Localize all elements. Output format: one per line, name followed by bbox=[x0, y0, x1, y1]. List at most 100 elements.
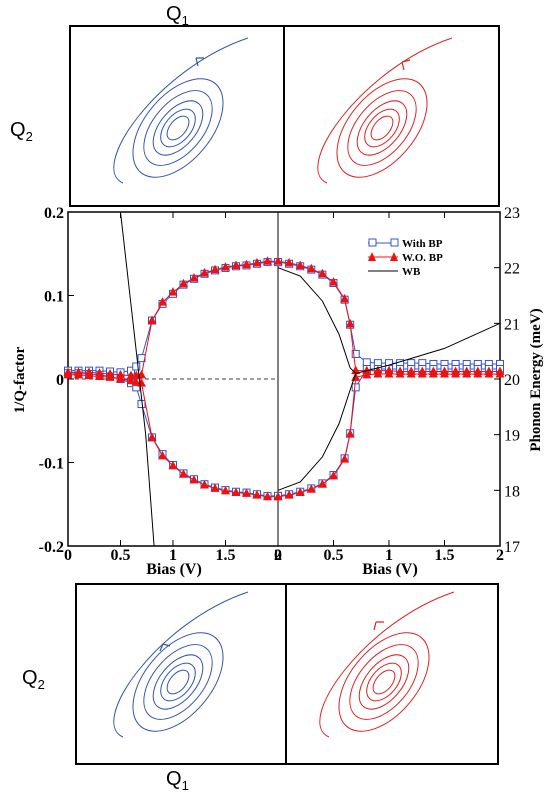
data-point-wo-bp bbox=[221, 262, 230, 271]
data-point-wo-bp bbox=[406, 368, 416, 378]
bottom-left-orbit bbox=[113, 591, 249, 738]
data-point-wo-bp bbox=[74, 369, 83, 379]
data-point-wo-bp bbox=[168, 287, 178, 296]
orbit-ring bbox=[152, 100, 204, 156]
series-line-withbp bbox=[68, 372, 278, 497]
data-point-wo-bp bbox=[473, 368, 483, 378]
data-point-wo-bp bbox=[495, 368, 505, 378]
left-x-tick-label: 0.5 bbox=[111, 547, 131, 564]
right-y-tick-label: 20 bbox=[504, 372, 520, 389]
top-phase-panels: Q1 Q2 bbox=[10, 3, 500, 207]
orbit-ring bbox=[358, 654, 410, 710]
orbit-arrow bbox=[159, 643, 171, 652]
data-point-wo-bp bbox=[329, 277, 338, 286]
wb-curve-right-upper bbox=[277, 267, 501, 374]
bottom-right-orbit bbox=[319, 591, 455, 738]
orbit-ring bbox=[356, 100, 408, 156]
orbit-ring bbox=[166, 669, 190, 695]
orbit-ring bbox=[160, 108, 196, 148]
orbit-ring bbox=[143, 644, 213, 720]
data-point-wo-bp bbox=[179, 469, 188, 478]
data-point-wo-bp bbox=[189, 475, 199, 484]
right-y-tick-label: 17 bbox=[504, 539, 520, 556]
series-line-wobp bbox=[68, 260, 278, 377]
left-x-tick-label: 1 bbox=[169, 547, 177, 564]
data-point-wo-bp bbox=[242, 488, 251, 497]
bottom-phase-panels: Q1 Q2 bbox=[22, 583, 499, 793]
data-point-wo-bp bbox=[168, 460, 178, 470]
data-point-wo-bp bbox=[395, 368, 405, 378]
data-point-wo-bp bbox=[63, 369, 73, 379]
data-point-wo-bp bbox=[273, 491, 283, 501]
orbit-ring bbox=[132, 78, 224, 178]
right-x-tick-label: 0 bbox=[274, 547, 282, 564]
data-point-wo-bp bbox=[284, 490, 294, 499]
left-x-tick-label: 2 bbox=[274, 547, 282, 564]
bottom-left-phase-frame bbox=[75, 583, 287, 765]
data-point-wo-bp bbox=[340, 293, 350, 303]
data-point-wo-bp bbox=[462, 368, 472, 378]
top-q1-axis-label: Q1 bbox=[166, 3, 189, 28]
left-y-tick-label: 0 bbox=[56, 372, 64, 389]
orbit-spiral-arm bbox=[113, 591, 249, 738]
data-point-wo-bp bbox=[384, 368, 394, 378]
data-point-with-bp bbox=[362, 358, 371, 367]
right-y-axis-title: Phonon Energy (meV) bbox=[528, 308, 544, 451]
data-point-wo-bp bbox=[147, 432, 157, 441]
wb-curve-left bbox=[120, 211, 155, 547]
left-y-axis-title: 1/Q-factor bbox=[12, 346, 28, 413]
data-point-wo-bp bbox=[179, 278, 188, 288]
orbit-spiral-arm bbox=[319, 591, 455, 738]
series-line-withbp bbox=[277, 368, 500, 497]
data-point-wo-bp bbox=[329, 470, 338, 480]
right-x-tick-label: 2 bbox=[496, 547, 504, 564]
orbit-arrow bbox=[195, 57, 204, 67]
data-point-wo-bp bbox=[373, 368, 383, 378]
left-y-tick-label: 0.2 bbox=[44, 205, 64, 222]
data-point-wo-bp bbox=[317, 268, 327, 278]
right-y-tick-label: 18 bbox=[504, 483, 520, 500]
data-point-wo-bp bbox=[231, 487, 241, 497]
data-point-wo-bp bbox=[95, 371, 104, 380]
data-point-wo-bp bbox=[116, 374, 125, 383]
data-point-wo-bp bbox=[131, 377, 141, 386]
series-line-withbp bbox=[68, 261, 278, 373]
right-x-axis-title: Bias (V) bbox=[362, 561, 418, 578]
data-point-wo-bp bbox=[263, 256, 272, 265]
data-point-wo-bp bbox=[126, 375, 136, 385]
right-y-tick-label: 21 bbox=[504, 316, 520, 333]
orbit-ring bbox=[132, 632, 224, 732]
data-point-wo-bp bbox=[189, 272, 199, 282]
data-point-wo-bp bbox=[158, 450, 167, 460]
bottom-right-phase-frame bbox=[285, 583, 499, 765]
top-right-phase-frame bbox=[283, 25, 500, 207]
left-x-tick-label: 1.5 bbox=[216, 547, 236, 564]
data-point-wo-bp bbox=[295, 260, 305, 269]
legend-marker-with-bp bbox=[368, 238, 377, 247]
left-x-tick-label: 0 bbox=[64, 547, 72, 564]
data-point-wo-bp bbox=[484, 368, 494, 378]
data-point-with-bp bbox=[351, 349, 360, 358]
data-point-wo-bp bbox=[340, 454, 350, 463]
data-point-wo-bp bbox=[210, 483, 220, 492]
data-point-wo-bp bbox=[252, 257, 262, 267]
data-point-wo-bp bbox=[306, 484, 316, 493]
series-layer bbox=[63, 256, 505, 501]
data-point-with-bp bbox=[351, 383, 360, 392]
data-point-wo-bp bbox=[84, 370, 94, 380]
right-x-tick-label: 1.5 bbox=[435, 547, 455, 564]
bottom-q1-axis-label: Q1 bbox=[166, 768, 189, 793]
series-line-wobp bbox=[277, 373, 500, 498]
data-point-wo-bp bbox=[306, 263, 316, 273]
data-point-wo-bp bbox=[221, 485, 230, 495]
data-point-wo-bp bbox=[345, 318, 355, 328]
data-point-wo-bp bbox=[200, 267, 209, 277]
legend-label-wb: WB bbox=[402, 266, 421, 278]
legend: With BP W.O. BP WB bbox=[368, 238, 443, 278]
legend-label-wo-bp: W.O. BP bbox=[402, 252, 443, 264]
data-point-wo-bp bbox=[345, 429, 355, 438]
left-y-tick-label: -0.2 bbox=[39, 539, 64, 556]
data-point-wo-bp bbox=[231, 260, 241, 269]
